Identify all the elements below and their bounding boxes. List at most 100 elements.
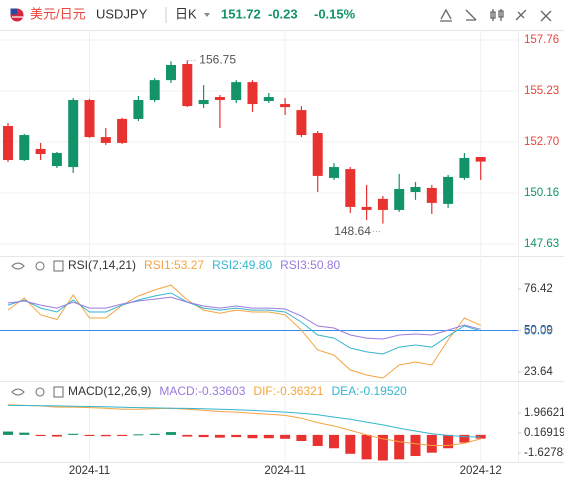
indicator-line: [7, 296, 481, 340]
macd-bar: [182, 434, 193, 437]
legend-entry: RSI(7,14,21): [68, 258, 136, 272]
price-change: -0.23: [268, 6, 298, 21]
toolbar: [440, 8, 552, 22]
macd-bar: [117, 434, 128, 436]
candle-body: [182, 64, 193, 107]
candle-body: [3, 125, 13, 161]
macd-bar: [296, 434, 307, 442]
candle-body: [35, 148, 46, 154]
candle-body: [214, 97, 225, 101]
candle-body: [377, 198, 388, 210]
y-tick-label: 0.16919: [524, 427, 564, 439]
eye-icon[interactable]: [11, 262, 25, 270]
candle-body: [475, 156, 486, 162]
y-tick-label: -1.62783: [524, 447, 564, 459]
rsi-controls: [11, 260, 64, 272]
period-dropdown[interactable]: [204, 13, 210, 17]
candle-body: [133, 100, 144, 119]
candle-body: [459, 158, 470, 178]
indicator-icon[interactable]: [465, 9, 477, 21]
candle-body: [117, 118, 128, 143]
candle-body: [296, 110, 307, 136]
x-tick-label: 2024-11: [69, 465, 110, 477]
compare-icon[interactable]: [515, 9, 527, 21]
macd-bar: [84, 434, 95, 436]
y-tick-label: 76.42: [524, 283, 553, 295]
legend-entry: MACD(12,26,9): [68, 384, 151, 398]
candle-body: [100, 137, 111, 143]
candle-body: [84, 100, 95, 138]
macd-bar: [198, 434, 209, 438]
macd-bar: [19, 432, 30, 435]
indicator-line: [7, 284, 481, 379]
macd-bar: [35, 434, 46, 436]
y-tick-label: 157.76: [524, 34, 559, 46]
macd-bar: [280, 434, 291, 439]
x-tick-label: 2024-12: [460, 465, 502, 477]
candle-body: [329, 167, 339, 178]
draw-tool-icon[interactable]: [440, 8, 452, 22]
macd-bar: [377, 434, 388, 461]
candle-body: [410, 186, 421, 193]
menu-icon[interactable]: [53, 386, 64, 398]
candle-body: [394, 188, 405, 210]
indicator-line: [7, 292, 481, 355]
candle-body: [312, 133, 323, 176]
last-price: 151.72: [221, 6, 261, 21]
macd-bar: [100, 434, 111, 437]
candle-body: [247, 82, 258, 105]
macd-bar: [361, 434, 372, 460]
settings-icon[interactable]: [35, 387, 45, 397]
legend-entry: RSI3:50.80: [280, 258, 340, 272]
legend-entry: MACD:-0.33603: [159, 384, 245, 398]
menu-icon[interactable]: [53, 260, 64, 272]
x-tick-label: 2024-11: [264, 465, 305, 477]
macd-bar: [3, 431, 13, 435]
macd-line: [7, 404, 481, 446]
macd-bar: [133, 434, 144, 436]
candle-body: [198, 100, 209, 105]
candle-body: [68, 100, 79, 168]
macd-bar: [459, 434, 470, 443]
macd-bar: [426, 434, 437, 453]
macd-bar: [247, 434, 258, 439]
macd-bar: [329, 434, 339, 449]
candle-body: [231, 82, 242, 101]
macd-bar: [443, 434, 454, 449]
candle-body: [263, 97, 274, 102]
reference-label: 50.00: [524, 326, 553, 338]
macd-bar: [394, 434, 405, 460]
pair-name[interactable]: 美元/日元: [30, 6, 86, 21]
macd-line: [7, 404, 481, 438]
macd-controls: [11, 386, 64, 398]
candle-body: [51, 152, 62, 167]
y-tick-label: 1.96621: [524, 407, 564, 419]
price-change-pct: -0.15%: [314, 6, 356, 21]
legend-entry: DEA:-0.19520: [331, 384, 407, 398]
eye-icon[interactable]: [11, 388, 25, 396]
macd-bar: [214, 434, 225, 438]
y-tick-label: 155.23: [524, 85, 559, 97]
legend-entry: RSI2:49.80: [212, 258, 272, 272]
y-tick-label: 50.09: [524, 324, 553, 336]
high-label: 156.75: [199, 53, 236, 67]
low-label: 148.64: [334, 224, 371, 238]
macd-bar: [345, 434, 356, 454]
candle-body: [19, 135, 30, 161]
y-tick-label: 152.70: [524, 136, 559, 148]
y-tick-label: 150.16: [524, 187, 559, 199]
period[interactable]: 日K: [175, 6, 197, 21]
settings-icon[interactable]: [35, 261, 45, 271]
candle-body: [426, 187, 437, 203]
macd-bar: [263, 434, 274, 439]
y-tick-label: 23.64: [524, 366, 553, 378]
candle-body: [280, 104, 291, 108]
close-icon[interactable]: [540, 10, 552, 22]
candle-body: [149, 80, 160, 101]
candle-icon[interactable]: [490, 9, 504, 21]
candle-body: [361, 206, 372, 210]
flag-canton: [10, 8, 17, 15]
symbol: USDJPY: [96, 6, 148, 21]
